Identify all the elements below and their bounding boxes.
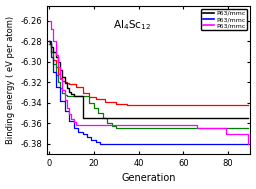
Y-axis label: Binding energy ( eV per atom): Binding energy ( eV per atom) [6,16,15,144]
X-axis label: Generation: Generation [121,174,176,184]
Text: Al$_4$Sc$_{12}$: Al$_4$Sc$_{12}$ [113,18,151,32]
Legend: P63/mmc, P63/mmc, P63/mmc: P63/mmc, P63/mmc, P63/mmc [201,9,247,30]
